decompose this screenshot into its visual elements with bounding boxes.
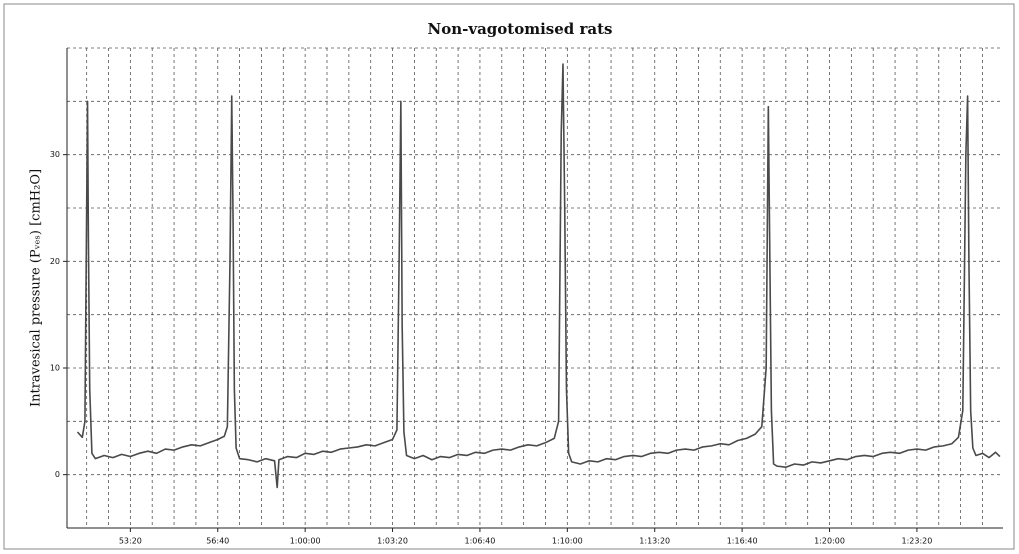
y-tick-label: 20 <box>50 257 60 266</box>
x-tick-label: 1:20:00 <box>814 537 845 546</box>
frame <box>3 3 1015 550</box>
chart-title: Non-vagotomised rats <box>428 20 613 38</box>
y-axis-label: Intravesical pressure (Pᵥₑₛ) [cmH₂O] <box>29 169 44 407</box>
trace <box>76 63 1001 489</box>
x-tick-label: 1:16:40 <box>727 537 758 546</box>
x-tick-label: 1:03:20 <box>377 537 408 546</box>
x-tick-label: 56:40 <box>206 537 229 546</box>
x-tick-label: 1:10:00 <box>552 537 583 546</box>
y-tick-label: 0 <box>55 470 60 479</box>
x-tick-label: 1:13:20 <box>639 537 670 546</box>
y-tick-label: 10 <box>50 364 60 373</box>
x-tick-label: 1:23:20 <box>901 537 932 546</box>
x-tick-label: 1:00:00 <box>290 537 321 546</box>
x-tick-label: 53:20 <box>119 537 142 546</box>
x-tick-label: 1:06:40 <box>465 537 496 546</box>
y-tick-label: 30 <box>50 150 60 159</box>
